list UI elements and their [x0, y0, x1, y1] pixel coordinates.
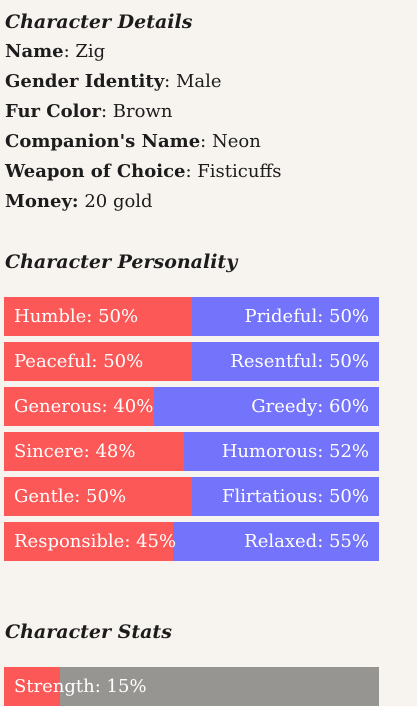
character-stats-heading: Character Stats: [5, 621, 172, 643]
trait-left-label: Sincere: 48%: [14, 441, 136, 462]
trait-left-label: Responsible: 45%: [14, 531, 177, 552]
trait-right-label: Prideful: 50%: [244, 306, 369, 327]
detail-separator: :: [63, 41, 76, 62]
detail-value: 20 gold: [84, 191, 153, 212]
trait-left-label: Gentle: 50%: [14, 486, 127, 507]
trait-bar-humble-prideful: Humble: 50% Prideful: 50%: [4, 297, 379, 336]
detail-label: Fur Color: [5, 101, 101, 122]
trait-left-fill: [4, 477, 192, 516]
detail-value: Zig: [75, 41, 106, 62]
detail-value: Brown: [112, 101, 173, 122]
trait-left-fill: [4, 432, 184, 471]
character-details-list: Name: Zig Gender Identity: Male Fur Colo…: [5, 40, 281, 220]
trait-right-label: Relaxed: 55%: [244, 531, 369, 552]
personality-bars: Humble: 50% Prideful: 50% Peaceful: 50% …: [4, 297, 379, 567]
trait-bar-gentle-flirtatious: Gentle: 50% Flirtatious: 50%: [4, 477, 379, 516]
trait-bar-sincere-humorous: Sincere: 48% Humorous: 52%: [4, 432, 379, 471]
trait-left-fill: [4, 342, 192, 381]
trait-left-fill: [4, 387, 154, 426]
trait-right-label: Flirtatious: 50%: [221, 486, 369, 507]
stat-label: Strength: 15%: [14, 676, 147, 697]
trait-left-fill: [4, 522, 173, 561]
character-personality-heading: Character Personality: [5, 251, 238, 273]
stat-bar-strength: Strength: 15%: [4, 667, 379, 706]
detail-label: Companion's Name: [5, 131, 201, 152]
detail-row-gender-identity: Gender Identity: Male: [5, 70, 281, 100]
detail-row-weapon-of-choice: Weapon of Choice: Fisticuffs: [5, 160, 281, 190]
trait-bar-generous-greedy: Generous: 40% Greedy: 60%: [4, 387, 379, 426]
trait-left-label: Generous: 40%: [14, 396, 154, 417]
detail-row-fur-color: Fur Color: Brown: [5, 100, 281, 130]
detail-label: Gender Identity: [5, 71, 165, 92]
detail-separator: :: [200, 131, 212, 152]
detail-separator: :: [100, 101, 113, 122]
detail-separator: :: [185, 161, 198, 182]
detail-label: Money:: [5, 191, 79, 212]
detail-value: Male: [175, 71, 222, 92]
trait-right-label: Resentful: 50%: [230, 351, 369, 372]
trait-right-label: Humorous: 52%: [221, 441, 369, 462]
detail-label: Name: [5, 41, 64, 62]
trait-right-label: Greedy: 60%: [251, 396, 369, 417]
trait-left-fill: [4, 297, 192, 336]
stat-fill: [4, 667, 61, 706]
trait-bar-peaceful-resentful: Peaceful: 50% Resentful: 50%: [4, 342, 379, 381]
detail-label: Weapon of Choice: [5, 161, 186, 182]
detail-row-money: Money: 20 gold: [5, 190, 281, 220]
trait-left-label: Humble: 50%: [14, 306, 139, 327]
stats-bars: Strength: 15%: [4, 667, 379, 706]
detail-value: Fisticuffs: [197, 161, 282, 182]
detail-row-companion-name: Companion's Name: Neon: [5, 130, 281, 160]
trait-bar-responsible-relaxed: Responsible: 45% Relaxed: 55%: [4, 522, 379, 561]
trait-left-label: Peaceful: 50%: [14, 351, 144, 372]
detail-separator: :: [164, 71, 176, 92]
detail-row-name: Name: Zig: [5, 40, 281, 70]
detail-value: Neon: [211, 131, 261, 152]
character-details-heading: Character Details: [5, 11, 193, 33]
